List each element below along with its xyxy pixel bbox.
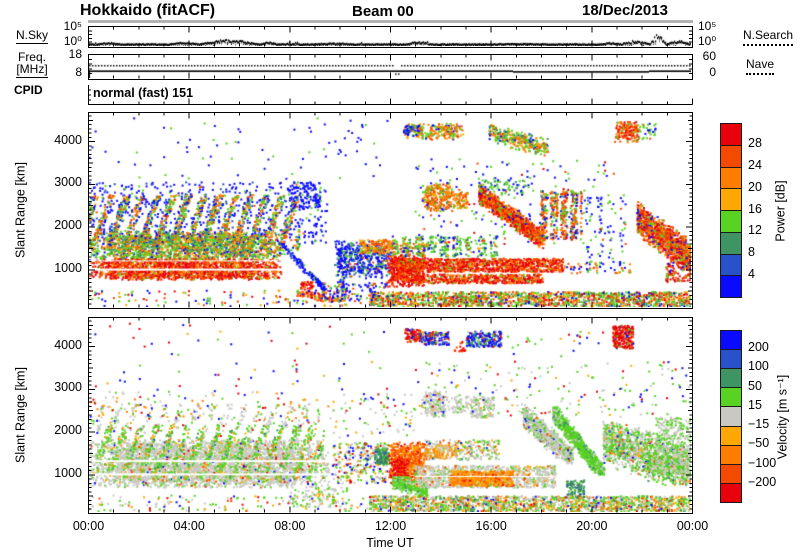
velocity-y-tick-label: 3000 (54, 380, 82, 395)
velocity-colorbar-segment (720, 368, 742, 389)
freq-axis-label-line2: [MHz] (6, 62, 58, 78)
velocity-colorbar-segment (720, 406, 742, 427)
date-label: 18/Dec/2013 (582, 2, 668, 19)
velocity-colorbar-segment (720, 387, 742, 408)
velocity-colorbar-segment (720, 425, 742, 446)
velocity-colorbar-label: −15 (748, 417, 770, 432)
velocity-colorbar-label: −200 (748, 474, 777, 489)
power-colorbar-label: 20 (748, 179, 762, 194)
freq-ytick-top: 18 (68, 47, 82, 61)
nave-legend-dotted: Nave (746, 57, 775, 75)
power-rti-canvas (89, 113, 691, 307)
power-colorbar-segment (720, 166, 742, 190)
nave-legend: Nave (746, 57, 775, 75)
nsky-trace-canvas (89, 27, 691, 46)
power-colorbar-segment (720, 123, 742, 146)
velocity-y-tick-label: 2000 (54, 423, 82, 438)
power-y-tick-label: 2000 (54, 218, 82, 233)
nsky-legend-solid: N.Sky (15, 28, 48, 44)
x-tick-label: 16:00 (475, 519, 507, 533)
nave-ytick-top: 60 (702, 49, 716, 63)
freq-axis-label-line1: Freq. (17, 50, 46, 64)
nave-ytick-bottom: 0 (709, 65, 716, 79)
velocity-colorbar-segment (720, 444, 742, 465)
velocity-colorbar-label: −50 (748, 436, 770, 451)
freq-legend-solid: [MHz] (16, 62, 48, 78)
freq-ytick-bottom: 8 (75, 65, 82, 79)
power-y-tick-label: 1000 (54, 260, 82, 275)
velocity-colorbar-title: Velocity [m s⁻¹] (775, 374, 790, 460)
velocity-colorbar-label: 100 (748, 359, 769, 374)
x-tick-label: 00:00 (72, 519, 105, 533)
power-colorbar-label: 12 (748, 223, 762, 238)
page-title: Hokkaido (fitACF) (80, 2, 216, 19)
power-colorbar-label: 28 (748, 135, 762, 150)
power-yaxis-title: Slant Range [km] (13, 162, 28, 258)
velocity-colorbar-segment (720, 349, 742, 370)
power-colorbar-label: 16 (748, 201, 762, 216)
velocity-colorbar-label: 50 (748, 378, 762, 393)
power-colorbar (720, 123, 742, 298)
x-tick-label: 04:00 (173, 519, 205, 533)
nsearch-legend-dotted: N.Search (743, 28, 794, 46)
beam-label: Beam 00 (352, 3, 414, 20)
velocity-colorbar-label: 15 (748, 397, 762, 412)
velocity-colorbar-segment (720, 482, 742, 503)
cpid-axis-label: CPID (14, 83, 43, 97)
power-colorbar-label: 4 (748, 267, 755, 282)
x-tick-label: 08:00 (274, 519, 306, 533)
nsky-axis-label: N.Sky (10, 28, 54, 44)
velocity-colorbar-segment (720, 463, 742, 484)
power-y-tick-label: 3000 (54, 175, 82, 190)
velocity-y-tick-label: 1000 (54, 465, 82, 480)
x-axis-title: Time UT (366, 536, 414, 550)
nsearch-legend: N.Search (743, 28, 794, 46)
velocity-colorbar-label: −100 (748, 455, 777, 470)
power-colorbar-label: 24 (748, 157, 762, 172)
power-colorbar-segment (720, 253, 742, 277)
x-tick-label: 12:00 (374, 519, 407, 533)
power-colorbar-segment (720, 210, 742, 233)
header-rule (88, 20, 693, 23)
power-colorbar-segment (720, 188, 742, 211)
x-tick-label: 20:00 (576, 519, 608, 533)
nsearch-ytick-top: 10⁵ (698, 19, 717, 33)
power-colorbar-segment (720, 144, 742, 168)
x-tick-label: 00:00 (676, 519, 709, 533)
power-colorbar-segment (720, 231, 742, 255)
velocity-yaxis-title: Slant Range [km] (13, 367, 28, 463)
freq-trace-canvas (89, 55, 691, 78)
power-y-tick-label: 4000 (54, 132, 82, 147)
velocity-y-tick-label: 4000 (54, 337, 82, 352)
power-colorbar-segment (720, 275, 742, 298)
nsky-ytick-bottom: 10⁰ (63, 34, 82, 48)
cpid-value: normal (fast) 151 (93, 86, 194, 100)
velocity-colorbar-segment (720, 330, 742, 351)
nsky-ytick-top: 10⁵ (63, 19, 82, 33)
velocity-colorbar (720, 330, 742, 503)
velocity-rti-canvas (89, 318, 691, 512)
power-colorbar-label: 8 (748, 245, 755, 260)
velocity-colorbar-label: 200 (748, 340, 769, 355)
nsearch-ytick-bottom: 10⁰ (698, 34, 717, 48)
power-colorbar-title: Power [dB] (773, 180, 788, 242)
